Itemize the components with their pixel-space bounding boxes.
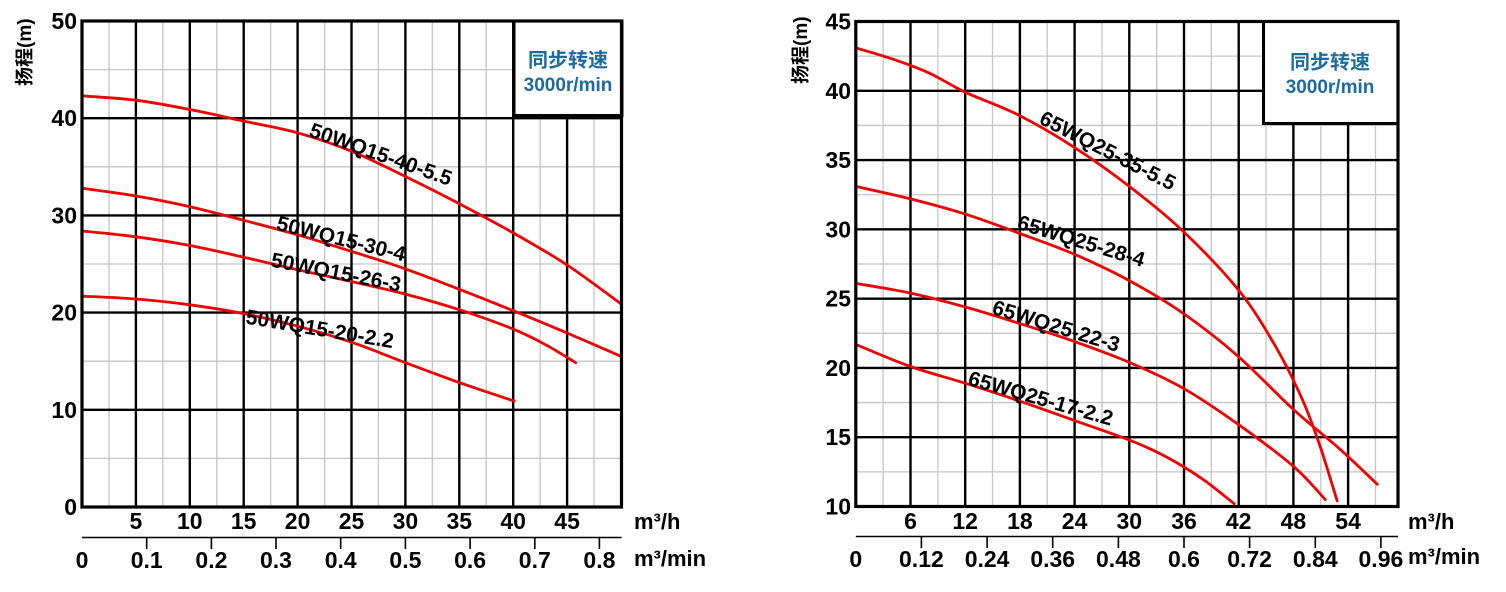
svg-text:0.84: 0.84 <box>1293 546 1338 572</box>
svg-text:3000r/min: 3000r/min <box>1286 77 1375 98</box>
svg-text:20: 20 <box>285 508 311 534</box>
svg-text:50: 50 <box>51 8 77 34</box>
svg-text:40: 40 <box>51 105 77 131</box>
svg-text:0.3: 0.3 <box>260 547 292 573</box>
svg-text:3000r/min: 3000r/min <box>524 75 613 96</box>
svg-text:25: 25 <box>825 286 851 312</box>
svg-text:36: 36 <box>1171 508 1197 534</box>
svg-text:42: 42 <box>1226 508 1252 534</box>
svg-text:20: 20 <box>51 300 77 326</box>
svg-text:30: 30 <box>825 216 851 242</box>
svg-text:0: 0 <box>76 547 89 573</box>
svg-text:0.2: 0.2 <box>195 547 227 573</box>
svg-text:m³/min: m³/min <box>1408 544 1480 569</box>
svg-text:35: 35 <box>447 508 473 534</box>
svg-text:0.5: 0.5 <box>389 547 421 573</box>
svg-text:20: 20 <box>825 355 851 381</box>
svg-text:25: 25 <box>339 508 365 534</box>
svg-text:0.96: 0.96 <box>1359 546 1404 572</box>
svg-text:10: 10 <box>825 494 851 520</box>
svg-text:54: 54 <box>1335 508 1361 534</box>
svg-text:10: 10 <box>51 397 77 423</box>
svg-text:0.24: 0.24 <box>965 546 1010 572</box>
svg-text:m³/min: m³/min <box>634 546 706 571</box>
svg-text:0.1: 0.1 <box>131 547 163 573</box>
svg-text:30: 30 <box>51 202 77 228</box>
svg-text:5: 5 <box>130 508 143 534</box>
svg-text:40: 40 <box>825 78 851 104</box>
svg-text:0.7: 0.7 <box>519 547 551 573</box>
svg-text:0.8: 0.8 <box>583 547 615 573</box>
svg-text:30: 30 <box>393 508 419 534</box>
svg-text:35: 35 <box>825 147 851 173</box>
svg-text:m³/h: m³/h <box>634 509 680 534</box>
svg-text:12: 12 <box>952 508 978 534</box>
svg-text:45: 45 <box>825 9 851 35</box>
svg-text:0: 0 <box>64 494 77 520</box>
svg-text:45: 45 <box>554 508 580 534</box>
svg-text:m³/h: m³/h <box>1408 509 1454 534</box>
svg-text:18: 18 <box>1007 508 1033 534</box>
svg-text:6: 6 <box>904 508 917 534</box>
svg-text:0: 0 <box>849 546 862 572</box>
svg-text:48: 48 <box>1281 508 1307 534</box>
svg-text:15: 15 <box>825 424 851 450</box>
svg-text:0.48: 0.48 <box>1096 546 1141 572</box>
svg-text:30: 30 <box>1117 508 1143 534</box>
svg-text:0.6: 0.6 <box>1168 546 1200 572</box>
svg-text:0.4: 0.4 <box>325 547 357 573</box>
svg-text:(m): (m) <box>15 18 36 48</box>
svg-text:24: 24 <box>1062 508 1088 534</box>
svg-text:10: 10 <box>177 508 203 534</box>
svg-text:0.6: 0.6 <box>454 547 486 573</box>
svg-text:0.36: 0.36 <box>1030 546 1075 572</box>
svg-text:40: 40 <box>500 508 526 534</box>
svg-text:0.72: 0.72 <box>1227 546 1272 572</box>
svg-text:(m): (m) <box>791 16 812 46</box>
svg-text:15: 15 <box>231 508 257 534</box>
svg-text:0.12: 0.12 <box>899 546 944 572</box>
